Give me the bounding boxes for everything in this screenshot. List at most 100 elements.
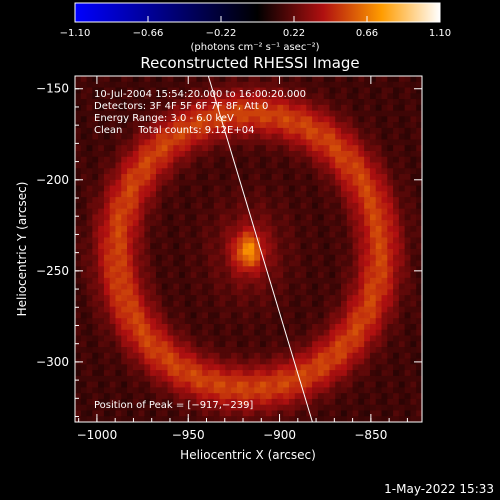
heatmap-cell bbox=[358, 179, 365, 187]
heatmap-cell bbox=[103, 347, 111, 354]
heatmap-cell bbox=[225, 272, 232, 279]
heatmap-cell bbox=[375, 249, 383, 256]
heatmap-cell bbox=[283, 393, 290, 400]
heatmap-cell bbox=[115, 300, 122, 308]
heatmap-cell bbox=[387, 398, 394, 406]
heatmap-cell bbox=[277, 145, 284, 152]
heatmap-cell bbox=[196, 202, 203, 210]
heatmap-cell bbox=[260, 81, 267, 89]
heatmap-cell bbox=[294, 214, 302, 221]
y-tick-label: −250 bbox=[36, 264, 69, 278]
heatmap-cell bbox=[208, 393, 215, 400]
heatmap-cell bbox=[300, 295, 307, 302]
heatmap-cell bbox=[236, 225, 244, 233]
heatmap-cell bbox=[213, 202, 221, 210]
heatmap-cell bbox=[248, 352, 255, 360]
heatmap-cell bbox=[127, 225, 134, 233]
heatmap-cell bbox=[179, 398, 186, 406]
heatmap-cell bbox=[341, 347, 348, 354]
heatmap-cell bbox=[387, 116, 394, 123]
annotation-time: 10-Jul-2004 15:54:20.000 to 16:00:20.000 bbox=[94, 89, 306, 100]
heatmap-cell bbox=[312, 370, 319, 377]
heatmap-cell bbox=[288, 358, 296, 365]
heatmap-cell bbox=[219, 347, 226, 354]
heatmap-cell bbox=[208, 352, 215, 360]
heatmap-cell bbox=[196, 283, 203, 290]
heatmap-cell bbox=[294, 393, 302, 400]
heatmap-cell bbox=[254, 306, 261, 314]
heatmap-cell bbox=[219, 208, 226, 215]
heatmap-cell bbox=[369, 329, 377, 337]
heatmap-cell bbox=[375, 179, 383, 187]
heatmap-cell bbox=[75, 393, 82, 400]
heatmap-cell bbox=[283, 398, 290, 406]
heatmap-cell bbox=[150, 220, 157, 227]
heatmap-cell bbox=[260, 150, 267, 158]
heatmap-cell bbox=[75, 179, 82, 187]
heatmap-cell bbox=[202, 249, 209, 256]
heatmap-cell bbox=[369, 260, 377, 267]
heatmap-cell bbox=[410, 191, 417, 198]
heatmap-cell bbox=[213, 214, 221, 221]
heatmap-cell bbox=[115, 398, 122, 406]
heatmap-cell bbox=[277, 352, 284, 360]
heatmap-cell bbox=[161, 237, 169, 244]
heatmap-cell bbox=[144, 341, 151, 348]
heatmap-cell bbox=[167, 214, 174, 221]
heatmap-cell bbox=[393, 381, 400, 388]
heatmap-cell bbox=[219, 139, 226, 146]
heatmap-cell bbox=[375, 347, 383, 354]
heatmap-cell bbox=[312, 139, 319, 146]
heatmap-cell bbox=[190, 266, 198, 273]
heatmap-cell bbox=[410, 254, 417, 262]
heatmap-cell bbox=[364, 220, 371, 227]
heatmap-cell bbox=[173, 277, 180, 285]
heatmap-cell bbox=[161, 127, 169, 135]
heatmap-cell bbox=[121, 272, 128, 279]
heatmap-cell bbox=[184, 127, 192, 135]
heatmap-cell bbox=[364, 150, 371, 158]
heatmap-cell bbox=[335, 122, 342, 129]
heatmap-cell bbox=[306, 237, 313, 244]
heatmap-cell bbox=[416, 122, 422, 129]
heatmap-cell bbox=[404, 323, 412, 331]
heatmap-cell bbox=[254, 127, 261, 135]
heatmap-cell bbox=[236, 375, 244, 383]
heatmap-cell bbox=[155, 162, 163, 169]
heatmap-cell bbox=[242, 364, 250, 371]
heatmap-cell bbox=[92, 116, 99, 123]
heatmap-cell bbox=[369, 179, 377, 187]
heatmap-cell bbox=[375, 156, 383, 164]
heatmap-cell bbox=[225, 214, 232, 221]
heatmap-cell bbox=[109, 347, 117, 354]
heatmap-cell bbox=[288, 381, 296, 388]
heatmap-cell bbox=[294, 145, 302, 152]
heatmap-cell bbox=[248, 122, 255, 129]
heatmap-cell bbox=[225, 110, 232, 117]
heatmap-cell bbox=[173, 375, 180, 383]
heatmap-cell bbox=[381, 381, 388, 388]
heatmap-cell bbox=[98, 191, 105, 198]
heatmap-cell bbox=[335, 410, 342, 417]
heatmap-cell bbox=[410, 99, 417, 106]
heatmap-cell bbox=[173, 318, 180, 325]
heatmap-cell bbox=[225, 150, 232, 158]
heatmap-cell bbox=[173, 191, 180, 198]
heatmap-cell bbox=[75, 318, 82, 325]
heatmap-cell bbox=[346, 156, 354, 164]
heatmap-cell bbox=[75, 306, 82, 314]
heatmap-cell bbox=[317, 237, 325, 244]
heatmap-cell bbox=[75, 145, 82, 152]
heatmap-cell bbox=[300, 277, 307, 285]
heatmap-cell bbox=[300, 393, 307, 400]
heatmap-cell bbox=[306, 272, 313, 279]
heatmap-cell bbox=[196, 168, 203, 175]
heatmap-cell bbox=[416, 156, 422, 164]
heatmap-cell bbox=[208, 156, 215, 164]
heatmap-cell bbox=[103, 93, 111, 100]
heatmap-cell bbox=[155, 289, 163, 296]
heatmap-cell bbox=[393, 156, 400, 164]
heatmap-cell bbox=[248, 312, 255, 319]
heatmap-cell bbox=[352, 323, 359, 331]
heatmap-cell bbox=[225, 220, 232, 227]
